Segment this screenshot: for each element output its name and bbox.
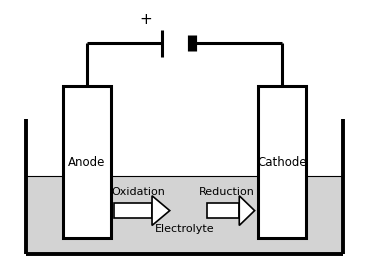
Text: Reduction: Reduction [199,187,255,197]
Polygon shape [152,196,170,225]
Bar [26,176,343,254]
Text: Electrolyte: Electrolyte [155,224,214,235]
Text: Anode: Anode [68,156,106,168]
Polygon shape [239,196,255,225]
Bar [258,86,306,238]
Bar [207,203,239,218]
Text: +: + [139,12,152,27]
Text: Cathode: Cathode [258,156,307,168]
Bar [114,203,152,218]
Text: Oxidation: Oxidation [111,187,165,197]
Bar [63,86,111,238]
